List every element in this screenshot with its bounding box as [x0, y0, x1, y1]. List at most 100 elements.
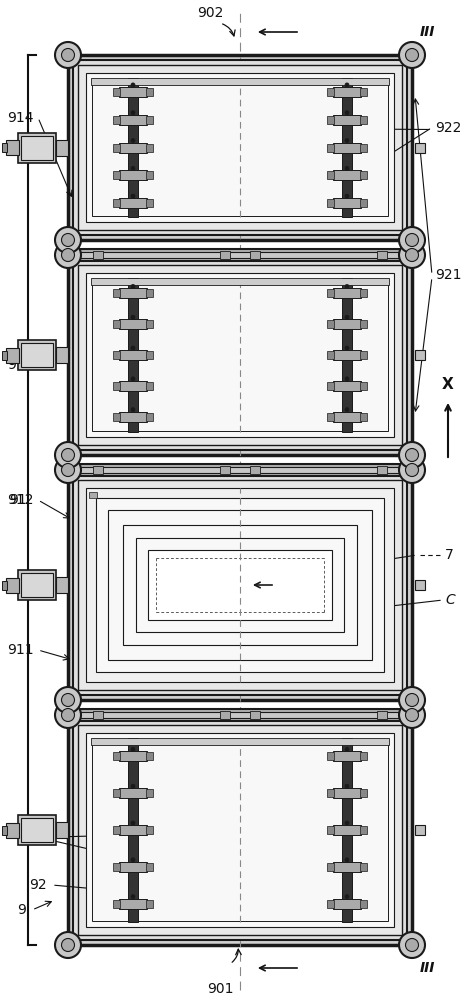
- Bar: [93, 711, 103, 719]
- Circle shape: [405, 248, 419, 261]
- Bar: [327, 413, 334, 421]
- Bar: [415, 580, 425, 590]
- Circle shape: [131, 166, 135, 170]
- Bar: [113, 88, 120, 96]
- Bar: [128, 78, 138, 217]
- Bar: [63, 709, 417, 721]
- Bar: [327, 171, 334, 179]
- Bar: [113, 752, 120, 760]
- Circle shape: [55, 702, 81, 728]
- Bar: [123, 525, 357, 645]
- Text: X: X: [442, 377, 454, 392]
- Circle shape: [131, 821, 135, 825]
- Circle shape: [61, 448, 75, 462]
- Text: 921: 921: [435, 268, 462, 282]
- Circle shape: [345, 377, 349, 381]
- Bar: [360, 351, 367, 359]
- Circle shape: [131, 111, 135, 115]
- Bar: [119, 115, 147, 125]
- Circle shape: [61, 233, 75, 246]
- Text: 912: 912: [7, 493, 33, 507]
- Bar: [71, 467, 409, 473]
- Circle shape: [345, 408, 349, 412]
- Circle shape: [55, 932, 81, 958]
- Text: 922: 922: [435, 120, 461, 134]
- Bar: [146, 351, 153, 359]
- Bar: [56, 822, 68, 838]
- Bar: [18, 815, 56, 845]
- Circle shape: [345, 858, 349, 862]
- Text: 922: 922: [25, 828, 51, 842]
- Circle shape: [345, 895, 349, 899]
- Bar: [92, 739, 388, 921]
- Bar: [91, 278, 389, 285]
- Bar: [119, 319, 147, 329]
- Bar: [89, 492, 97, 498]
- Text: 914: 914: [7, 110, 33, 124]
- Bar: [220, 466, 230, 474]
- Bar: [119, 899, 147, 909]
- Bar: [21, 818, 53, 842]
- Bar: [21, 343, 53, 367]
- Bar: [6, 822, 19, 838]
- Circle shape: [131, 194, 135, 198]
- Bar: [333, 862, 361, 872]
- Circle shape: [131, 408, 135, 412]
- Bar: [18, 340, 56, 370]
- Bar: [119, 788, 147, 798]
- Text: 902: 902: [197, 6, 223, 20]
- Bar: [63, 249, 417, 261]
- Bar: [18, 132, 56, 162]
- Bar: [68, 470, 412, 700]
- Bar: [146, 789, 153, 797]
- Circle shape: [131, 895, 135, 899]
- Text: C: C: [445, 593, 455, 607]
- Bar: [78, 725, 402, 935]
- Bar: [415, 142, 425, 152]
- Bar: [86, 73, 394, 222]
- Circle shape: [399, 457, 425, 483]
- Bar: [250, 251, 260, 259]
- Bar: [327, 289, 334, 297]
- Bar: [71, 712, 409, 718]
- Bar: [6, 348, 19, 362]
- Bar: [21, 135, 53, 159]
- Bar: [119, 862, 147, 872]
- Circle shape: [405, 464, 419, 477]
- Circle shape: [405, 448, 419, 462]
- Circle shape: [405, 938, 419, 952]
- Bar: [333, 412, 361, 422]
- Circle shape: [399, 442, 425, 468]
- Bar: [86, 273, 394, 437]
- Bar: [220, 711, 230, 719]
- Text: 91: 91: [9, 493, 27, 507]
- Text: 7: 7: [445, 548, 454, 562]
- Bar: [360, 752, 367, 760]
- Bar: [342, 278, 352, 432]
- Bar: [56, 577, 68, 593]
- Circle shape: [61, 464, 75, 477]
- Bar: [327, 900, 334, 908]
- Bar: [96, 498, 384, 672]
- Circle shape: [131, 747, 135, 751]
- Bar: [2, 351, 7, 360]
- Bar: [333, 142, 361, 152]
- Bar: [78, 265, 402, 445]
- Bar: [327, 320, 334, 328]
- Circle shape: [131, 315, 135, 319]
- Circle shape: [399, 42, 425, 68]
- Bar: [360, 143, 367, 151]
- Circle shape: [345, 194, 349, 198]
- Bar: [146, 143, 153, 151]
- Bar: [86, 488, 394, 682]
- Bar: [146, 752, 153, 760]
- Bar: [78, 480, 402, 690]
- Circle shape: [131, 138, 135, 142]
- Bar: [119, 381, 147, 391]
- Bar: [73, 60, 407, 235]
- Circle shape: [405, 694, 419, 706]
- Circle shape: [399, 932, 425, 958]
- Bar: [146, 413, 153, 421]
- Bar: [113, 199, 120, 207]
- Bar: [91, 78, 389, 85]
